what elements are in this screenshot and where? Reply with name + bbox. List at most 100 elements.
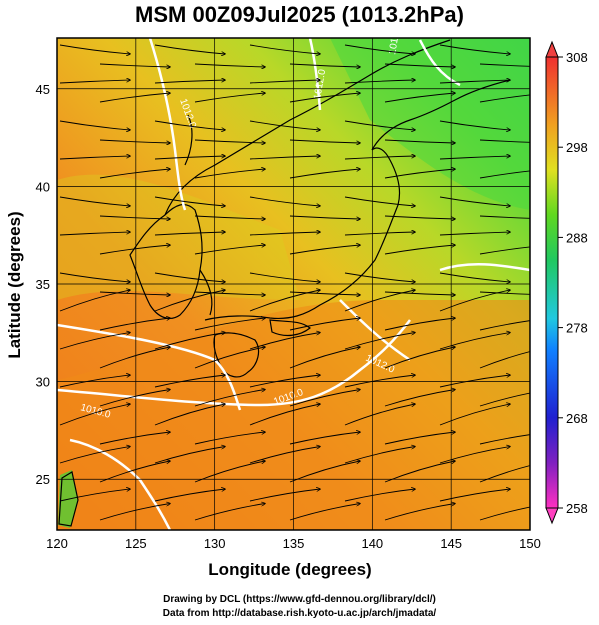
streamline [194,169,265,179]
streamline [99,390,170,407]
streamline [154,404,225,426]
streamline [439,375,510,388]
y-tick-label: 30 [36,375,50,390]
x-tick-label: 145 [440,536,462,551]
streamline [344,232,415,236]
streamline [99,504,170,521]
streamline [289,245,360,255]
colorbar-tick-label: 298 [566,140,588,155]
streamline [289,215,360,219]
x-tick-label: 140 [361,536,383,551]
y-tick-label: 40 [36,179,50,194]
streamline [249,44,320,54]
streamline [154,44,225,54]
page-title: MSM 00Z09Jul2025 (1013.2hPa) [135,2,464,27]
streamline [439,80,510,84]
x-tick-label: 135 [283,536,305,551]
streamline [194,318,265,331]
streamline [194,215,265,219]
streamline [154,196,225,206]
streamline [59,232,130,236]
streamline [59,333,130,350]
streamline [59,80,130,84]
colorbar-max-arrow [545,40,559,58]
streamline [194,504,265,521]
streamline [249,333,320,350]
streamline [154,232,225,236]
streamline [439,404,510,426]
streamline [194,390,265,407]
x-tick-label: 130 [204,536,226,551]
streamline [249,272,320,282]
streamline [344,120,415,130]
streamline [344,156,415,160]
y-tick-label: 35 [36,277,50,292]
x-tick-label: 120 [46,536,68,551]
streamline [479,291,530,295]
streamline [249,120,320,130]
streamline [249,290,320,312]
streamline [479,215,530,219]
streamline [194,245,265,255]
streamline [99,245,170,255]
colorbar-tick-label: 278 [566,321,588,336]
streamline [479,94,530,103]
streamline [344,447,415,464]
streamline [479,63,530,67]
x-axis-label: Longitude (degrees) [208,560,371,579]
streamline [479,351,530,369]
y-tick-label: 25 [36,472,50,487]
streamline [439,232,510,236]
streamline [439,489,510,502]
streamline [194,93,265,103]
streamline [59,404,130,426]
streamline [154,447,225,464]
y-axis-ticks: 25 30 35 40 45 [36,82,50,487]
streamline [99,93,170,103]
streamline [59,272,130,282]
streamline [289,432,360,445]
streamline [59,156,130,160]
streamline [344,404,415,426]
streamline [154,375,225,388]
contour-label: 1016.0 [387,23,403,55]
streamline [154,80,225,84]
streamline [479,246,530,255]
streamline [289,291,360,295]
streamline [59,375,130,388]
streamline [439,333,510,350]
streamline [384,245,455,255]
colorbar: 308 298 288 278 268 258 [545,40,588,525]
x-axis-ticks: 120 125 130 135 140 145 150 [46,536,541,551]
streamline [249,232,320,236]
streamline [194,432,265,445]
streamline [154,120,225,130]
streamline [154,333,225,350]
colorbar-tick-label: 308 [566,50,588,65]
y-tick-label: 45 [36,82,50,97]
credit-drawing: Drawing by DCL (https://www.gfd-dennou.o… [163,594,436,605]
streamline [59,447,130,464]
streamline [344,272,415,282]
streamline [384,432,455,445]
streamline [344,44,415,54]
y-axis-label: Latitude (degrees) [5,211,24,358]
streamline [289,347,360,369]
coastlines [58,39,511,527]
streamline [194,291,265,295]
streamline [99,318,170,331]
streamline [384,63,455,67]
streamline [194,347,265,369]
streamline [99,215,170,219]
streamline [439,156,510,160]
streamline [439,120,510,130]
streamline [289,504,360,521]
streamline [99,139,170,143]
streamline [249,447,320,464]
streamline [289,63,360,67]
streamline [289,139,360,143]
streamline [59,196,130,206]
streamline [59,290,130,312]
streamline [289,169,360,179]
